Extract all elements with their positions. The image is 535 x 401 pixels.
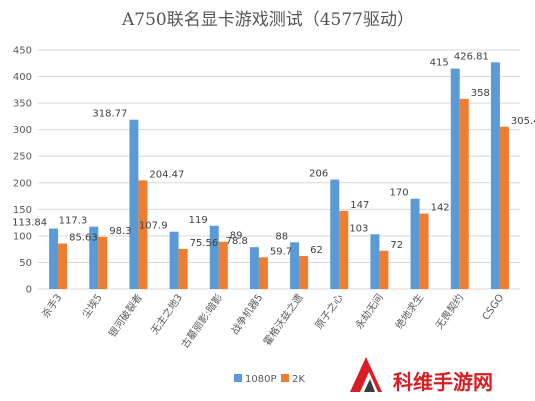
bar-1080p bbox=[410, 198, 420, 289]
legend-swatch-1080p bbox=[234, 374, 242, 382]
category-label: 无主之地3 bbox=[148, 291, 185, 336]
bar-2k bbox=[218, 241, 228, 289]
data-label-1080p: 103 bbox=[349, 223, 368, 234]
category-label: 战争机器5 bbox=[228, 291, 265, 336]
y-axis-ticks: 0 50 100 150 200 250 300 350 400 450 bbox=[13, 46, 32, 296]
category-label: 古墓丽影:暗影 bbox=[178, 291, 225, 350]
data-label-1080p: 318.77 bbox=[92, 109, 127, 120]
data-label-1080p: 117.3 bbox=[59, 216, 88, 227]
bar-2k bbox=[419, 213, 429, 289]
category-label: 无畏契约 bbox=[433, 291, 467, 331]
data-label-1080p: 107.9 bbox=[139, 221, 168, 232]
data-label-2k: 305.47 bbox=[511, 116, 535, 127]
data-label-1080p: 426.81 bbox=[454, 51, 489, 62]
legend: 1080P 2K bbox=[234, 374, 305, 385]
bar-2k bbox=[258, 257, 268, 289]
bar-1080p bbox=[370, 234, 380, 289]
category-label: 尘埃5 bbox=[79, 291, 105, 320]
watermark-text: 科维手游网 bbox=[393, 370, 493, 394]
bar-1080p bbox=[249, 247, 259, 289]
bar-1080p bbox=[129, 119, 139, 289]
data-label-2k: 59.7 bbox=[270, 246, 292, 257]
bar-2k bbox=[339, 210, 349, 289]
category-label: 霍格沃兹之遗 bbox=[260, 291, 305, 348]
data-label-1080p: 206 bbox=[309, 169, 328, 180]
data-label-1080p: 170 bbox=[389, 188, 408, 199]
watermark-logo-icon bbox=[350, 357, 382, 392]
y-tick-label: 450 bbox=[13, 46, 32, 57]
bar-1080p bbox=[169, 231, 179, 289]
data-label-2k: 147 bbox=[350, 200, 369, 211]
data-label-1080p: 78.8 bbox=[226, 236, 248, 247]
category-label: 永劫无间 bbox=[352, 291, 386, 331]
legend-label-2k: 2K bbox=[292, 374, 305, 385]
legend-label-1080p: 1080P bbox=[245, 374, 276, 385]
data-label-2k: 72 bbox=[390, 240, 403, 251]
data-label-1080p: 119 bbox=[189, 215, 208, 226]
data-label-1080p: 415 bbox=[430, 58, 449, 69]
bar-1080p bbox=[290, 242, 300, 289]
category-label: 绝地求生 bbox=[392, 291, 426, 331]
bar-2k bbox=[178, 248, 188, 289]
category-label: CSGO bbox=[481, 292, 507, 322]
data-label-2k: 98.3 bbox=[109, 226, 131, 237]
bar-2k bbox=[58, 243, 68, 289]
bar-1080p bbox=[330, 179, 340, 289]
bar-2k bbox=[138, 180, 148, 289]
y-tick-label: 200 bbox=[13, 178, 32, 189]
data-label-2k: 89 bbox=[230, 231, 243, 242]
bar-2k bbox=[299, 256, 309, 289]
y-tick-label: 150 bbox=[13, 205, 32, 216]
data-label-1080p: 88 bbox=[275, 231, 288, 242]
data-label-2k: 62 bbox=[310, 245, 323, 256]
legend-swatch-2k bbox=[281, 374, 289, 382]
bar-2k bbox=[379, 250, 389, 289]
chart-title: A750联名显卡游戏测试（4577驱动） bbox=[121, 10, 414, 30]
bar-2k bbox=[459, 98, 469, 290]
gridlines bbox=[38, 49, 520, 290]
data-label-1080p: 113.84 bbox=[12, 218, 47, 229]
category-label: 银河破裂者 bbox=[106, 291, 145, 339]
data-label-2k: 142 bbox=[431, 203, 450, 214]
data-labels: 113.84 85.63 117.3 98.3 318.77 204.47 107.9 75.… bbox=[12, 51, 535, 257]
bar-1080p bbox=[209, 225, 219, 289]
watermark: 科维手游网 bbox=[350, 357, 493, 394]
data-label-2k: 75.56 bbox=[190, 238, 219, 249]
y-tick-label: 400 bbox=[13, 72, 32, 83]
category-label: 杀手3 bbox=[39, 291, 65, 320]
category-label: 原子之心 bbox=[312, 291, 346, 331]
bar-2k bbox=[499, 126, 509, 289]
bar-1080p bbox=[450, 68, 460, 289]
bar-1080p bbox=[89, 226, 99, 289]
y-tick-label: 350 bbox=[13, 99, 32, 110]
y-tick-label: 300 bbox=[13, 125, 32, 136]
y-tick-label: 0 bbox=[26, 285, 32, 296]
data-label-2k: 204.47 bbox=[149, 169, 184, 180]
data-label-2k: 85.63 bbox=[69, 233, 98, 244]
bar-1080p bbox=[490, 62, 500, 289]
y-tick-label: 250 bbox=[13, 152, 32, 163]
y-tick-label: 50 bbox=[19, 258, 32, 269]
y-tick-label: 100 bbox=[13, 231, 32, 242]
bar-1080p bbox=[49, 228, 59, 289]
bar-2k bbox=[98, 236, 108, 289]
data-label-2k: 358 bbox=[471, 88, 490, 99]
bars bbox=[49, 62, 509, 290]
